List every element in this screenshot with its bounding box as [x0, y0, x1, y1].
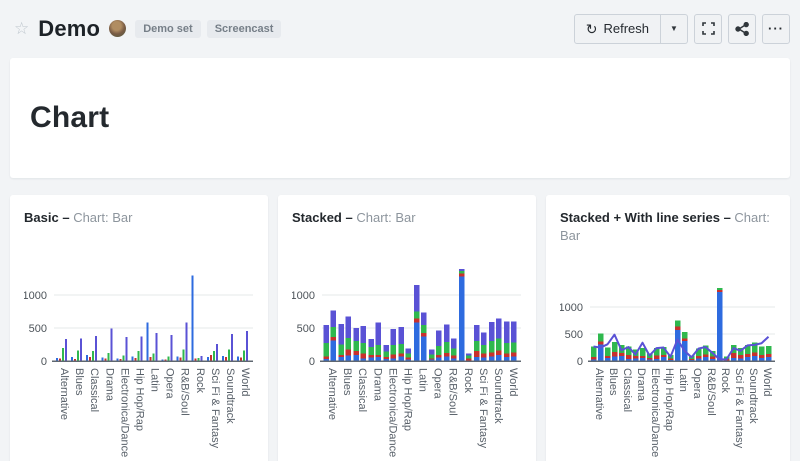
x-axis-label: Soundtrack: [223, 368, 236, 424]
dashboard-title: Demo: [38, 15, 101, 41]
x-axis-label: Alternative: [58, 368, 71, 420]
x-axis-label: Sci Fi & Fantasy: [476, 368, 489, 449]
title-dash: –: [62, 210, 70, 225]
x-axis-label: Drama: [635, 368, 647, 402]
owner-avatar: [109, 20, 127, 37]
x-axis-labels: Alternative Blues Classical Drama Electronic…: [54, 365, 250, 461]
x-axis-label: Electronica/Dance: [649, 368, 661, 458]
widget-basic: Basic – Chart: Bar 0 500 1000 Alternative B…: [10, 195, 268, 461]
tag-screencast: Screencast: [206, 19, 282, 38]
fullscreen-icon: [701, 22, 715, 35]
x-axis-label: Latin: [148, 368, 161, 392]
x-axis-label: R&B/Soul: [178, 368, 191, 416]
x-axis-label: Hip Hop/Rap: [663, 368, 675, 431]
header-actions: ↻ Refresh ▼: [573, 13, 790, 44]
widget-name: Stacked: [292, 210, 342, 225]
fullscreen-button[interactable]: [694, 13, 722, 44]
x-axis-label: Hip Hop/Rap: [133, 368, 146, 431]
page-title: Chart: [30, 101, 110, 134]
share-button[interactable]: [728, 13, 756, 44]
tag-demo-set: Demo set: [135, 19, 201, 38]
widget-name: Basic: [24, 210, 59, 225]
widget-query-name: Chart: Bar: [560, 210, 770, 243]
dashboard-header: ☆ Demo Demo set Screencast ↻ Refresh ▼: [0, 0, 800, 56]
title-dash: –: [345, 210, 353, 225]
x-axis-label: Drama: [371, 368, 384, 402]
x-axis-label: Electronica/Dance: [118, 368, 131, 458]
widget-title[interactable]: Basic – Chart: Bar: [24, 209, 254, 227]
x-axis-label: Rock: [193, 368, 206, 394]
x-axis-label: Opera: [431, 368, 444, 399]
x-axis-label: Blues: [607, 368, 619, 396]
x-axis-label: Blues: [73, 368, 86, 396]
refresh-button[interactable]: ↻ Refresh: [573, 13, 661, 44]
x-axis-label: Latin: [416, 368, 429, 392]
widget-stacked: Stacked – Chart: Bar 0 500 1000 Alternativ…: [278, 195, 536, 461]
svg-text:500: 500: [29, 323, 47, 335]
x-axis-label: Alternative: [593, 368, 605, 420]
x-axis-label: Electronica/Dance: [386, 368, 399, 458]
bar-chart-stacked[interactable]: 0 500 1000: [292, 231, 522, 365]
ellipsis-icon: ···: [768, 21, 784, 36]
refresh-label: Refresh: [603, 21, 649, 36]
x-axis-label: World: [761, 368, 772, 397]
x-axis-label: World: [507, 368, 518, 397]
svg-text:0: 0: [309, 356, 315, 365]
x-axis-label: Classical: [356, 368, 369, 413]
x-axis-label: Classical: [88, 368, 101, 413]
svg-text:500: 500: [565, 329, 583, 341]
x-axis-label: Opera: [163, 368, 176, 399]
x-axis-labels: Alternative Blues Classical Drama Electronic…: [590, 365, 772, 461]
x-axis-label: R&B/Soul: [446, 368, 459, 416]
svg-text:1000: 1000: [292, 290, 315, 302]
widget-stacked-line: Stacked + With line series – Chart: Bar …: [546, 195, 790, 461]
bar-chart-basic[interactable]: 0 500 1000: [24, 231, 254, 365]
refresh-interval-dropdown-button[interactable]: ▼: [661, 13, 688, 44]
favorite-star-icon[interactable]: ☆: [14, 19, 30, 38]
x-axis-label: Alternative: [326, 368, 339, 420]
refresh-split-button: ↻ Refresh ▼: [573, 13, 688, 44]
bar-line-chart-stacked[interactable]: 0 500 1000: [560, 249, 776, 365]
x-axis-label: Sci Fi & Fantasy: [733, 368, 745, 449]
share-icon: [735, 21, 749, 36]
svg-text:500: 500: [297, 323, 315, 335]
title-dash: –: [723, 210, 731, 225]
svg-text:0: 0: [577, 356, 583, 365]
x-axis-label: Rock: [719, 368, 731, 394]
text-widget-chart: Chart: [10, 58, 790, 178]
widget-title[interactable]: Stacked – Chart: Bar: [292, 209, 522, 227]
x-axis-label: Hip Hop/Rap: [401, 368, 414, 431]
x-axis-labels: Alternative Blues Classical Drama Electronic…: [322, 365, 518, 461]
x-axis-label: Rock: [461, 368, 474, 394]
x-axis-label: Soundtrack: [747, 368, 759, 424]
svg-text:1000: 1000: [560, 302, 583, 314]
x-axis-label: Opera: [691, 368, 703, 399]
x-axis-label: Sci Fi & Fantasy: [208, 368, 221, 449]
svg-text:1000: 1000: [24, 290, 47, 302]
more-actions-button[interactable]: ···: [762, 13, 790, 44]
x-axis-label: Latin: [677, 368, 689, 392]
widgets-row: Basic – Chart: Bar 0 500 1000 Alternative B…: [10, 195, 790, 461]
x-axis-label: Soundtrack: [491, 368, 504, 424]
x-axis-label: Drama: [103, 368, 116, 402]
x-axis-label: Classical: [621, 368, 633, 413]
widget-name: Stacked + With line series: [560, 210, 720, 225]
refresh-icon: ↻: [585, 20, 598, 37]
widget-title[interactable]: Stacked + With line series – Chart: Bar: [560, 209, 776, 245]
chevron-down-icon: ▼: [670, 24, 678, 33]
x-axis-label: World: [239, 368, 250, 397]
svg-text:0: 0: [41, 356, 47, 365]
x-axis-label: R&B/Soul: [705, 368, 717, 416]
widget-query-name: Chart: Bar: [73, 210, 133, 225]
widget-query-name: Chart: Bar: [356, 210, 416, 225]
x-axis-label: Blues: [341, 368, 354, 396]
